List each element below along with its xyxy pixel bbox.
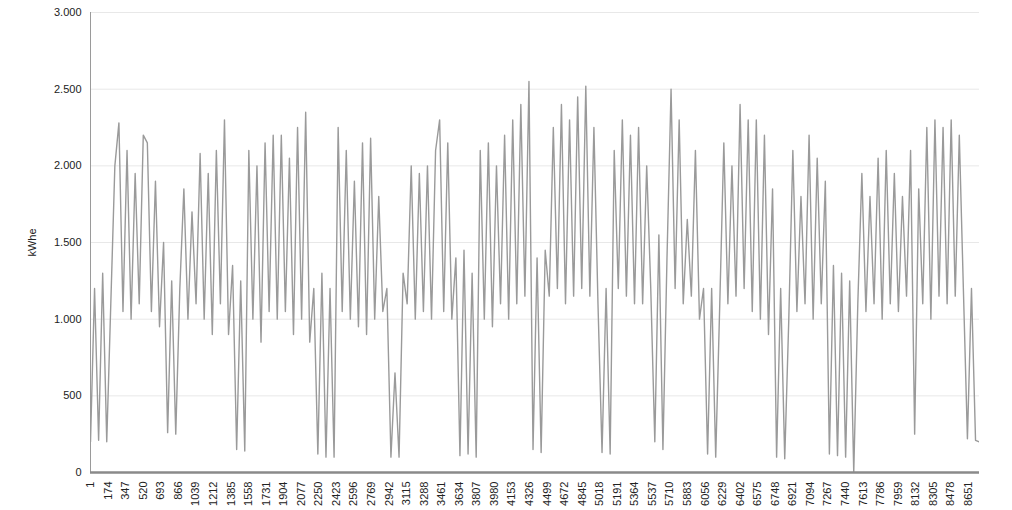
svg-text:1039: 1039 — [189, 482, 201, 506]
svg-text:7440: 7440 — [839, 482, 851, 506]
svg-text:5364: 5364 — [628, 482, 640, 506]
svg-text:174: 174 — [102, 482, 114, 500]
svg-text:2423: 2423 — [330, 482, 342, 506]
svg-text:4153: 4153 — [505, 482, 517, 506]
svg-text:7094: 7094 — [804, 482, 816, 506]
svg-text:5018: 5018 — [593, 482, 605, 506]
svg-text:1212: 1212 — [207, 482, 219, 506]
svg-text:kWhe: kWhe — [26, 228, 38, 256]
svg-text:6921: 6921 — [786, 482, 798, 506]
svg-text:7786: 7786 — [874, 482, 886, 506]
svg-text:2.500: 2.500 — [54, 83, 82, 95]
svg-text:1.000: 1.000 — [54, 313, 82, 325]
svg-text:1731: 1731 — [260, 482, 272, 506]
svg-text:3.000: 3.000 — [54, 6, 82, 18]
svg-text:6229: 6229 — [716, 482, 728, 506]
svg-text:8651: 8651 — [962, 482, 974, 506]
svg-text:4499: 4499 — [541, 482, 553, 506]
svg-text:1.500: 1.500 — [54, 236, 82, 248]
svg-text:6748: 6748 — [769, 482, 781, 506]
svg-text:6056: 6056 — [699, 482, 711, 506]
svg-text:0: 0 — [75, 466, 81, 478]
svg-text:2250: 2250 — [312, 482, 324, 506]
svg-text:4845: 4845 — [576, 482, 588, 506]
svg-text:4672: 4672 — [558, 482, 570, 506]
svg-text:2769: 2769 — [365, 482, 377, 506]
svg-text:1385: 1385 — [224, 482, 236, 506]
svg-text:3980: 3980 — [488, 482, 500, 506]
svg-text:6575: 6575 — [751, 482, 763, 506]
svg-text:3288: 3288 — [418, 482, 430, 506]
svg-text:866: 866 — [172, 482, 184, 500]
svg-text:5710: 5710 — [663, 482, 675, 506]
svg-text:3115: 3115 — [400, 482, 412, 506]
svg-text:347: 347 — [119, 482, 131, 500]
svg-text:2077: 2077 — [295, 482, 307, 506]
svg-text:4326: 4326 — [523, 482, 535, 506]
svg-text:8478: 8478 — [944, 482, 956, 506]
svg-text:5537: 5537 — [646, 482, 658, 506]
svg-text:3807: 3807 — [470, 482, 482, 506]
svg-text:5883: 5883 — [681, 482, 693, 506]
svg-text:7613: 7613 — [857, 482, 869, 506]
svg-text:7267: 7267 — [821, 482, 833, 506]
svg-text:500: 500 — [63, 389, 81, 401]
svg-text:2596: 2596 — [347, 482, 359, 506]
svg-text:1558: 1558 — [242, 482, 254, 506]
svg-text:1: 1 — [84, 482, 96, 488]
svg-text:7959: 7959 — [892, 482, 904, 506]
svg-text:5191: 5191 — [611, 482, 623, 506]
svg-text:2.000: 2.000 — [54, 159, 82, 171]
svg-text:8305: 8305 — [927, 482, 939, 506]
svg-text:693: 693 — [154, 482, 166, 500]
svg-text:1904: 1904 — [277, 482, 289, 506]
svg-text:8132: 8132 — [909, 482, 921, 506]
svg-text:3461: 3461 — [435, 482, 447, 506]
svg-text:520: 520 — [137, 482, 149, 500]
svg-text:3634: 3634 — [453, 482, 465, 506]
svg-text:2942: 2942 — [383, 482, 395, 506]
svg-text:6402: 6402 — [734, 482, 746, 506]
